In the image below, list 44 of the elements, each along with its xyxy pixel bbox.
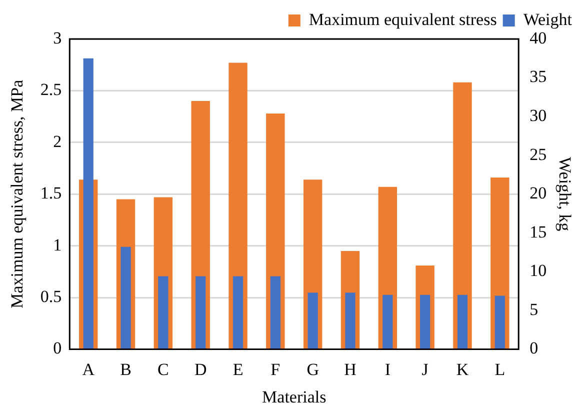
y2-tick-label: 5 — [530, 300, 538, 319]
x-tick-label: J — [422, 360, 429, 379]
bar — [158, 276, 168, 350]
y-tick-label: 1.5 — [40, 184, 62, 203]
y2-axis-title: Weight, kg — [555, 157, 574, 232]
bar — [232, 276, 244, 350]
x-tick-label: F — [270, 360, 280, 379]
y-tick-label: 2 — [53, 132, 62, 151]
x-tick-label: C — [158, 360, 169, 379]
x-tick-label: A — [82, 360, 96, 379]
y2-tick-label: 40 — [530, 28, 547, 48]
y-axis-title: Maximum equivalent stress, MPa — [8, 79, 27, 308]
y2-tick-label: 15 — [530, 222, 547, 242]
x-tick-label: D — [194, 360, 207, 379]
y-tick-label: 0.5 — [40, 286, 62, 306]
bar — [494, 296, 505, 350]
y2-tick-label: 0 — [530, 338, 538, 358]
x-tick-label: I — [384, 360, 391, 379]
x-tick-label: E — [232, 360, 244, 379]
x-tick-label: K — [456, 360, 470, 379]
bar — [196, 276, 206, 350]
legend-label: Maximum equivalent stress — [308, 10, 497, 29]
bar — [382, 294, 393, 350]
y-tick-label: 3 — [53, 28, 62, 48]
bar — [270, 276, 280, 350]
y2-tick-label: 20 — [530, 184, 547, 203]
y2-tick-label: 25 — [530, 144, 547, 164]
bar — [457, 294, 468, 350]
y-tick-label: 2.5 — [40, 80, 62, 100]
x-tick-label: G — [306, 360, 319, 379]
bar — [345, 292, 356, 350]
y-tick-label: 0 — [53, 338, 62, 358]
x-axis-title: Materials — [262, 387, 326, 406]
x-tick-label: H — [344, 360, 356, 379]
y2-tick-label: 35 — [530, 67, 547, 86]
y2-tick-label: 30 — [530, 106, 547, 126]
bar — [120, 246, 131, 350]
y-tick-label: 1 — [53, 235, 62, 254]
y2-tick-label: 10 — [530, 261, 547, 280]
bar — [308, 292, 318, 350]
x-tick-label: B — [120, 360, 132, 379]
x-tick-label: L — [494, 360, 506, 379]
bar — [420, 294, 430, 350]
legend-label: Weight — [523, 10, 572, 29]
